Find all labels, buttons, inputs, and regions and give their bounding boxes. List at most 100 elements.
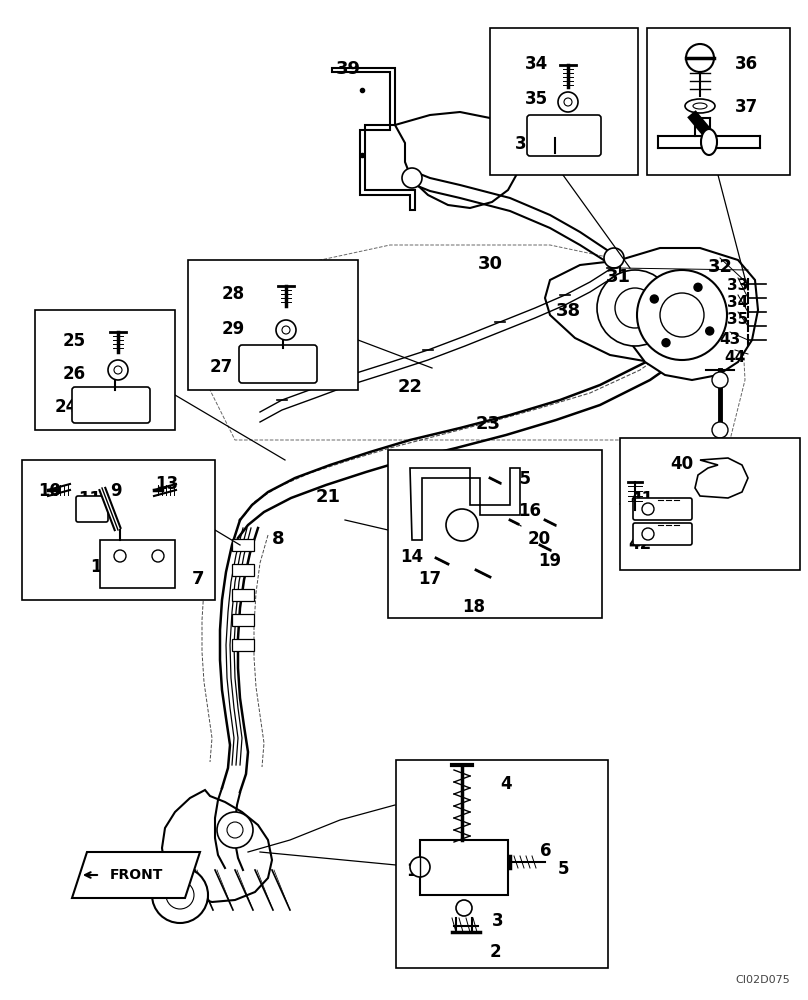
Text: 43: 43: [719, 332, 741, 347]
Text: 6: 6: [540, 842, 552, 860]
Bar: [35, 310, 175, 430]
Text: 24: 24: [55, 398, 78, 416]
Circle shape: [282, 326, 290, 334]
Text: 17: 17: [418, 570, 441, 588]
Circle shape: [114, 366, 122, 374]
Circle shape: [108, 360, 128, 380]
Text: 31: 31: [605, 268, 630, 286]
Text: 7: 7: [191, 570, 204, 588]
Text: 28: 28: [222, 285, 245, 303]
Text: 30: 30: [478, 255, 503, 273]
Text: CI02D075: CI02D075: [735, 975, 790, 985]
Circle shape: [227, 822, 243, 838]
Text: 41: 41: [630, 490, 653, 508]
Text: 23: 23: [475, 415, 500, 433]
Circle shape: [604, 248, 624, 268]
Polygon shape: [695, 458, 748, 498]
Text: 11: 11: [78, 490, 101, 508]
Bar: [232, 589, 254, 601]
FancyBboxPatch shape: [72, 387, 150, 423]
Text: 9: 9: [110, 482, 122, 500]
Text: 5: 5: [558, 860, 570, 878]
Circle shape: [558, 92, 578, 112]
Circle shape: [642, 503, 654, 515]
Polygon shape: [545, 258, 725, 362]
Bar: [490, 28, 638, 175]
Circle shape: [712, 422, 728, 438]
Text: 32: 32: [708, 258, 733, 276]
Text: 8: 8: [271, 530, 284, 548]
Bar: [100, 540, 175, 588]
Text: 25: 25: [63, 332, 86, 350]
Circle shape: [694, 283, 702, 291]
Circle shape: [597, 270, 673, 346]
Circle shape: [276, 320, 296, 340]
Text: 21: 21: [315, 488, 340, 506]
Circle shape: [410, 857, 430, 877]
Text: 13: 13: [155, 475, 178, 493]
Text: 27: 27: [210, 358, 234, 376]
Text: 34: 34: [727, 295, 749, 310]
Text: 15: 15: [508, 470, 531, 488]
Ellipse shape: [693, 103, 707, 109]
Circle shape: [712, 372, 728, 388]
Circle shape: [456, 900, 472, 916]
Text: 33: 33: [727, 278, 749, 293]
Circle shape: [660, 293, 704, 337]
FancyBboxPatch shape: [239, 345, 317, 383]
Text: 39: 39: [335, 60, 360, 78]
FancyBboxPatch shape: [527, 115, 601, 156]
Text: 35: 35: [727, 312, 749, 327]
Text: 4: 4: [500, 775, 511, 793]
Bar: [647, 28, 790, 175]
Text: 34: 34: [525, 55, 549, 73]
Bar: [420, 840, 508, 895]
Bar: [620, 438, 800, 570]
Text: 12: 12: [90, 558, 113, 576]
Circle shape: [615, 288, 655, 328]
Text: 14: 14: [400, 548, 423, 566]
Text: 19: 19: [538, 552, 561, 570]
Circle shape: [662, 339, 670, 347]
Ellipse shape: [685, 99, 715, 113]
Circle shape: [637, 270, 727, 360]
Polygon shape: [620, 248, 758, 380]
Text: 16: 16: [518, 502, 541, 520]
Circle shape: [166, 881, 194, 909]
Text: 26: 26: [63, 365, 86, 383]
Text: 1: 1: [406, 862, 418, 880]
FancyBboxPatch shape: [633, 498, 692, 520]
Bar: [396, 760, 608, 968]
Polygon shape: [332, 68, 415, 210]
Text: 40: 40: [670, 455, 693, 473]
FancyBboxPatch shape: [633, 523, 692, 545]
Circle shape: [650, 295, 659, 303]
Circle shape: [705, 327, 713, 335]
Text: 38: 38: [555, 302, 581, 320]
Polygon shape: [72, 852, 200, 898]
Circle shape: [152, 550, 164, 562]
Text: 35: 35: [525, 90, 548, 108]
Circle shape: [446, 509, 478, 541]
Polygon shape: [410, 468, 520, 540]
Circle shape: [686, 44, 714, 72]
Text: 42: 42: [628, 535, 651, 553]
Bar: [232, 614, 254, 626]
Text: 3: 3: [492, 912, 503, 930]
Text: 20: 20: [528, 530, 551, 548]
Text: FRONT: FRONT: [109, 868, 162, 882]
Bar: [232, 539, 254, 551]
Bar: [188, 260, 358, 390]
Ellipse shape: [701, 129, 717, 155]
FancyBboxPatch shape: [76, 496, 108, 522]
Bar: [232, 564, 254, 576]
Circle shape: [114, 550, 126, 562]
Text: 18: 18: [462, 598, 485, 616]
Text: 36: 36: [735, 55, 758, 73]
Circle shape: [642, 528, 654, 540]
Circle shape: [564, 98, 572, 106]
Text: 44: 44: [725, 350, 746, 365]
Polygon shape: [395, 112, 520, 208]
Text: 33: 33: [515, 135, 538, 153]
Polygon shape: [162, 790, 272, 902]
